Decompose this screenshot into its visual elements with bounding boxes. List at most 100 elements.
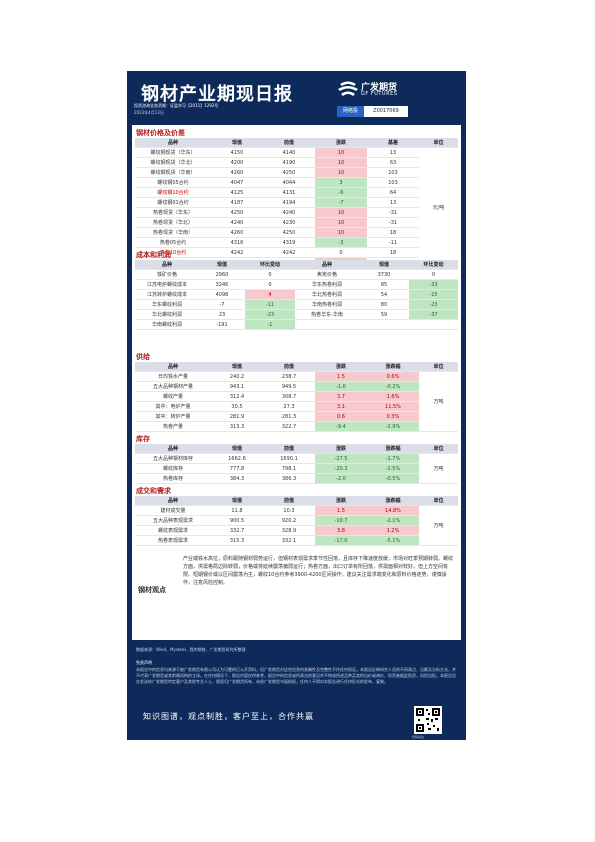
logo-cn-text: 广发期货 <box>361 83 398 93</box>
data-source: 数据来源：Wind、Mysteel、我的钢铁、广发期货研究所整理 <box>136 647 246 652</box>
column-header: 现值 <box>199 260 245 270</box>
current-value: 900.5 <box>211 515 263 526</box>
current-value: 313.3 <box>211 421 263 432</box>
change-pct: -0.2% <box>367 381 419 392</box>
column-header: 涨跌 <box>315 138 367 148</box>
change-value: -9.4 <box>315 421 367 432</box>
column-header: 品种 <box>135 260 199 270</box>
column-header: 现值 <box>211 496 263 506</box>
basis-value: -31 <box>367 207 419 218</box>
previous-value: 949.5 <box>263 381 315 392</box>
current-value: 1662.6 <box>211 453 263 464</box>
current-value: 3730 <box>359 269 409 280</box>
section-title-cost: 成本和利润 <box>136 251 171 259</box>
change-value: -2.0 <box>315 473 367 484</box>
change-value: 1.5 <box>315 371 367 382</box>
previous-value: 27.3 <box>263 401 315 412</box>
basis-value: 103 <box>367 167 419 178</box>
column-header: 前值 <box>263 362 315 372</box>
table-row: 螺纹钢05合约 4047 4044 3 103 <box>135 177 458 188</box>
table-row: 螺纹钢现货（华东） 4150 4140 10 13 元/吨 <box>135 147 458 268</box>
change-value: 10 <box>315 167 367 178</box>
logo-en-text: GF FUTURES <box>361 91 398 97</box>
row-name: 日均铁水产量 <box>135 371 211 382</box>
unit-label: 万吨 <box>419 453 458 484</box>
change-pct: 0.6% <box>367 371 419 382</box>
current-value: 315.3 <box>211 535 263 546</box>
current-value: 85 <box>359 279 409 290</box>
column-header: 单位 <box>419 444 458 454</box>
stock-table: 品种 现值 前值 涨跌 涨跌幅 单位 五大品种钢材库存 1662.6 1690.1 -27.5 -1… <box>135 444 458 484</box>
basis-value: 13 <box>367 197 419 208</box>
section-title-supply: 供给 <box>136 353 150 361</box>
table-row: 铁矿价格 2960 0 焦炭价格 3730 0 <box>135 269 458 280</box>
price-table: 品种 现值 前值 涨跌 基差 单位 螺纹钢现货（华东） 4150 4140 10 13 元/吨 螺纹钢现… <box>135 138 458 268</box>
column-header: 涨跌幅 <box>367 362 419 372</box>
current-value: 4240 <box>211 217 263 228</box>
column-header: 前值 <box>263 138 315 148</box>
row-name: 热卷表观需求 <box>135 535 211 546</box>
table-row: 五大品种钢材产量 943.1 949.5 -1.6 -0.2% <box>135 381 458 392</box>
table-row: 日均铁水产量 240.2 238.7 1.5 0.6% 万吨 <box>135 371 458 432</box>
basis-value: 18 <box>367 227 419 238</box>
change-value: -7 <box>315 197 367 208</box>
license-label: 网络投 <box>337 106 364 117</box>
column-header: 涨跌幅 <box>367 444 419 454</box>
current-value: 240.2 <box>211 371 263 382</box>
row-name: 江苏电炉螺纹成本 <box>135 279 199 290</box>
previous-value: 4240 <box>263 207 315 218</box>
change-value: 0.6 <box>315 411 367 422</box>
previous-value: 798.1 <box>263 463 315 474</box>
column-header: 涨跌 <box>315 496 367 506</box>
previous-value: 4242 <box>263 247 315 258</box>
current-value: 384.3 <box>211 473 263 484</box>
change-value: -33 <box>409 279 458 290</box>
column-header: 现值 <box>211 362 263 372</box>
column-header: 基差 <box>367 138 419 148</box>
change-value: 3.7 <box>315 391 367 402</box>
change-pct: -1.7% <box>367 453 419 464</box>
current-value: 4098 <box>199 289 245 300</box>
previous-value: 4190 <box>263 157 315 168</box>
section-title-stock: 库存 <box>136 435 150 443</box>
current-value: 59 <box>359 309 409 320</box>
section-title-trade: 成交和需求 <box>136 487 171 495</box>
change-pct: 0.3% <box>367 411 419 422</box>
previous-value: 386.3 <box>263 473 315 484</box>
change-pct: -2.1% <box>367 515 419 526</box>
current-value: 80 <box>359 299 409 310</box>
current-value: 4316 <box>211 237 263 248</box>
change-value: -1.6 <box>315 381 367 392</box>
section-title-price: 钢材价格及价差 <box>136 129 185 137</box>
column-header: 品种 <box>135 362 211 372</box>
change-value: -17.0 <box>315 535 367 546</box>
basis-value: 103 <box>367 177 419 188</box>
change-value <box>409 319 458 330</box>
current-value: 281.9 <box>211 411 263 422</box>
row-name: 建材成交量 <box>135 505 211 516</box>
table-row: 螺纹钢01合约 4187 4194 -7 13 <box>135 197 458 208</box>
current-value: 2960 <box>199 269 245 280</box>
qr-caption: 扫码关注 <box>412 735 425 739</box>
change-pct: 14.8% <box>367 505 419 516</box>
row-name: 螺纹表观需求 <box>135 525 211 536</box>
column-header: 现值 <box>359 260 409 270</box>
change-value: -37 <box>409 309 458 320</box>
current-value: 4260 <box>211 227 263 238</box>
change-value: 10 <box>315 157 367 168</box>
row-name: 螺纹库存 <box>135 463 211 474</box>
previous-value: 4194 <box>263 197 315 208</box>
change-pct: 11.5% <box>367 401 419 412</box>
previous-value: 308.7 <box>263 391 315 402</box>
row-name: 热卷库存 <box>135 473 211 484</box>
change-value: 3 <box>315 177 367 188</box>
change-pct: -2.5% <box>367 463 419 474</box>
current-value: 3246 <box>199 279 245 290</box>
previous-value: 920.2 <box>263 515 315 526</box>
column-header: 现值 <box>211 138 263 148</box>
row-name: 热卷华东-华南 <box>295 309 359 320</box>
row-name: 热卷10合约 <box>135 247 211 258</box>
row-name: 螺纹钢现货（华南） <box>135 167 211 178</box>
current-value: 332.7 <box>211 525 263 536</box>
change-value: 3.1 <box>315 401 367 412</box>
